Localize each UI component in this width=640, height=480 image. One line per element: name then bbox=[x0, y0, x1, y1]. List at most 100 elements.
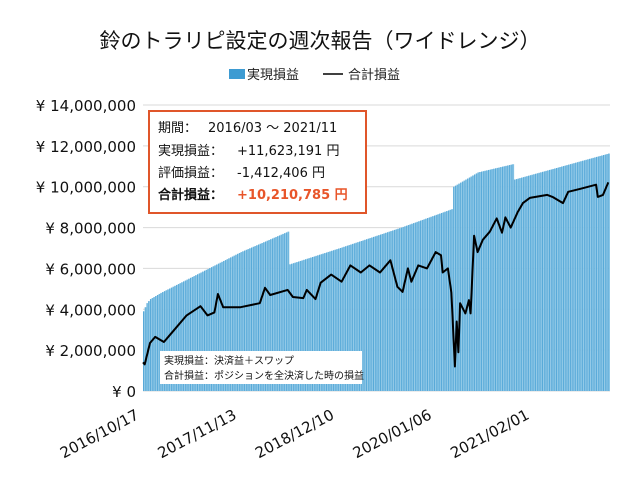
realized-bar-fill bbox=[608, 153, 610, 391]
legend-label-total: 合計損益 bbox=[348, 67, 400, 83]
realized-bar-fill bbox=[488, 169, 489, 391]
realized-bar-fill bbox=[273, 237, 275, 391]
realized-bar-fill bbox=[183, 281, 185, 391]
realized-bar-fill bbox=[420, 220, 422, 391]
realized-bar-fill bbox=[160, 292, 162, 391]
realized-bar-fill bbox=[310, 257, 312, 391]
realized-bar-fill bbox=[219, 262, 221, 391]
realized-bar-fill bbox=[542, 171, 543, 391]
realized-bar-fill bbox=[573, 163, 575, 391]
realized-bar-fill bbox=[249, 248, 251, 391]
notes-box-frame bbox=[160, 351, 362, 384]
realized-bar-fill bbox=[526, 176, 528, 391]
total-pl-line bbox=[142, 182, 610, 368]
realized-bar-fill bbox=[245, 249, 247, 391]
y-tick-label: ¥ 10,000,000 bbox=[36, 179, 136, 197]
realized-bar-fill bbox=[515, 179, 517, 391]
realized-bar-fill bbox=[400, 227, 402, 391]
realized-bar-fill bbox=[566, 165, 568, 391]
realized-bar-fill bbox=[585, 159, 587, 391]
realized-bar-fill bbox=[280, 234, 282, 391]
realized-bar-fill bbox=[552, 168, 554, 391]
realized-bar-fill bbox=[254, 246, 256, 391]
realized-bar-fill bbox=[439, 213, 441, 391]
realized-bar-fill bbox=[395, 229, 397, 391]
realized-bar-fill bbox=[230, 257, 232, 391]
realized-bar-fill bbox=[266, 240, 268, 391]
realized-bar-fill bbox=[289, 264, 291, 391]
realized-bar-fill bbox=[568, 164, 570, 391]
y-tick-label: ¥ 14,000,000 bbox=[36, 97, 136, 115]
realized-value: +11,623,191 円 bbox=[237, 144, 339, 159]
realized-bar-fill bbox=[538, 172, 540, 391]
realized-bar-fill bbox=[357, 242, 359, 391]
realized-bar-fill bbox=[549, 169, 550, 391]
realized-bar-fill bbox=[447, 210, 449, 391]
realized-bar-fill bbox=[383, 233, 385, 391]
realized-bar-fill bbox=[583, 160, 585, 391]
realized-bar-fill bbox=[376, 235, 378, 391]
realized-bar-fill bbox=[315, 255, 317, 391]
realized-bar-fill bbox=[599, 155, 601, 391]
realized-bar-fill bbox=[486, 170, 488, 391]
realized-bar-fill bbox=[325, 252, 327, 391]
realized-bar-fill bbox=[385, 232, 387, 391]
realized-bar-fill bbox=[334, 249, 336, 391]
realized-bar-fill bbox=[299, 260, 301, 391]
realized-bar-fill bbox=[291, 263, 293, 391]
realized-bar-fill bbox=[446, 211, 448, 391]
x-tick-label: 2020/01/06 bbox=[350, 406, 435, 462]
realized-bar-fill bbox=[176, 284, 178, 391]
realized-bar-fill bbox=[256, 245, 258, 391]
legend-swatch-realized bbox=[229, 69, 245, 79]
realized-bar-fill bbox=[440, 212, 442, 391]
realized-bar-fill bbox=[294, 262, 296, 391]
realized-bar-fill bbox=[367, 238, 369, 391]
realized-bar-fill bbox=[305, 259, 307, 391]
realized-bar-fill bbox=[519, 178, 521, 391]
unrealized-label: 評価損益： bbox=[158, 166, 223, 181]
y-tick-label: ¥ 6,000,000 bbox=[45, 260, 136, 278]
realized-bar-fill bbox=[463, 180, 465, 391]
realized-bar-fill bbox=[144, 307, 146, 391]
realized-bar-fill bbox=[435, 214, 437, 391]
realized-bar-fill bbox=[498, 167, 500, 391]
realized-bar-fill bbox=[460, 182, 462, 391]
realized-bar-fill bbox=[393, 229, 395, 391]
realized-bar-fill bbox=[423, 219, 425, 391]
realized-bar-fill bbox=[524, 176, 526, 391]
realized-bar-fill bbox=[318, 254, 320, 391]
realized-bar-fill bbox=[205, 269, 207, 391]
realized-bar-fill bbox=[571, 163, 573, 391]
y-axis: ¥ 0 ¥ 2,000,000 ¥ 4,000,000 ¥ 6,000,000 ¥ 8,… bbox=[36, 97, 136, 401]
realized-bar-fill bbox=[285, 232, 287, 391]
realized-bar-fill bbox=[261, 243, 263, 391]
realized-bar-fill bbox=[374, 236, 376, 391]
realized-bar-fill bbox=[174, 285, 176, 391]
realized-bar-fill bbox=[533, 174, 535, 391]
realized-bar-fill bbox=[317, 255, 319, 391]
realized-bar-fill bbox=[350, 244, 352, 391]
realized-bar-fill bbox=[531, 174, 533, 391]
realized-bar-fill bbox=[275, 236, 277, 391]
realized-bar-fill bbox=[146, 303, 148, 391]
realized-bar-fill bbox=[210, 267, 212, 391]
realized-bar-fill bbox=[238, 252, 240, 391]
realized-bar-fill bbox=[252, 246, 254, 391]
realized-bar-fill bbox=[270, 239, 272, 391]
realized-bar-fill bbox=[505, 165, 507, 391]
realized-bar-fill bbox=[589, 158, 591, 391]
x-tick-label: 2016/10/17 bbox=[57, 406, 142, 462]
y-tick-label: ¥ 4,000,000 bbox=[45, 301, 136, 319]
realized-bar-fill bbox=[501, 166, 503, 391]
note-total: 合計損益：ポジションを全決済した時の損益 bbox=[164, 369, 364, 382]
realized-bar-fill bbox=[233, 255, 235, 391]
realized-bar-fill bbox=[456, 184, 458, 391]
realized-bar-fill bbox=[545, 170, 547, 391]
realized-bar-fill bbox=[481, 171, 483, 391]
realized-bar-fill bbox=[191, 276, 193, 391]
total-label: 合計損益： bbox=[158, 187, 223, 203]
realized-bar-fill bbox=[529, 175, 531, 391]
realized-bar-fill bbox=[188, 278, 190, 391]
realized-bar-fill bbox=[576, 162, 578, 391]
